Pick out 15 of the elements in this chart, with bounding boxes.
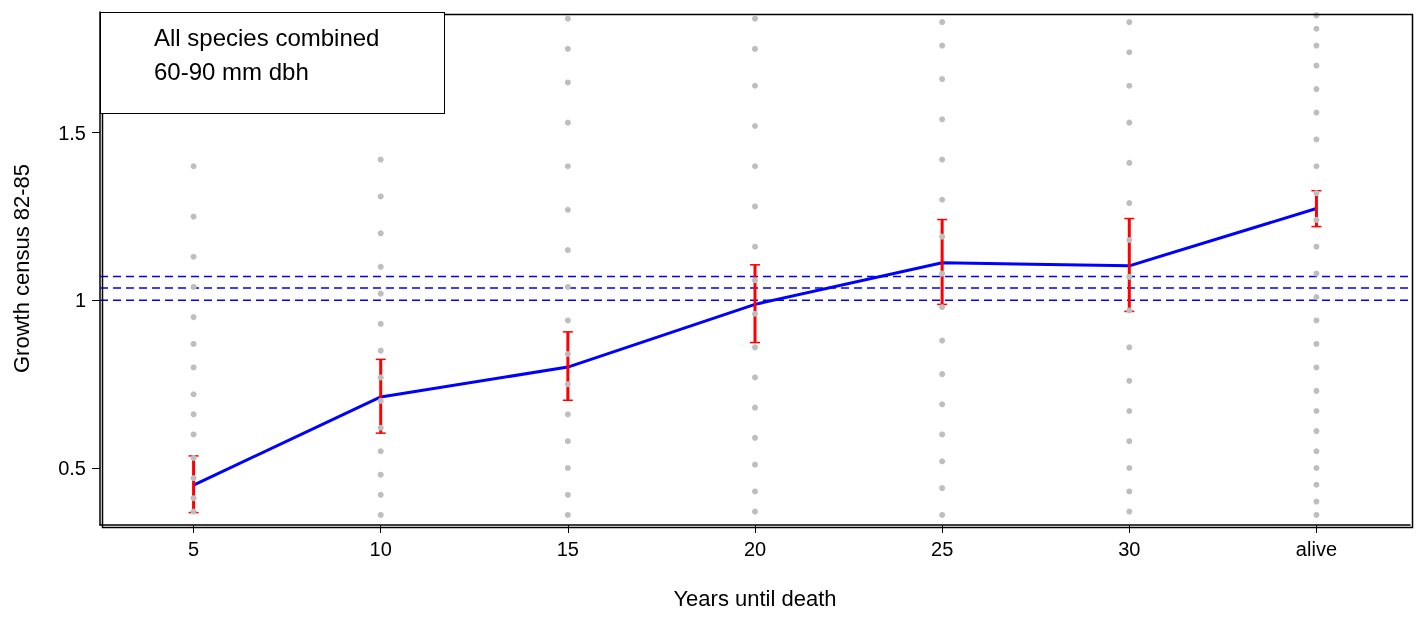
y-tick-label: 1: [74, 289, 86, 312]
annotation: 60-90 mm dbh: [154, 57, 310, 87]
x-tick-label: 25: [931, 538, 954, 560]
x-tick-label: 5: [188, 538, 200, 560]
x-axis-title: Years until death: [673, 585, 837, 611]
y-tick-label: 1.5: [58, 121, 86, 144]
note-box: All species combined 60-90 mm dbh: [100, 12, 445, 114]
y-axis-title: Growth census 82-85: [8, 163, 34, 374]
x-tick-label: 15: [556, 538, 579, 560]
y-tick-label: 0.5: [58, 457, 86, 479]
x-tick-label: 20: [743, 538, 767, 560]
annotation: All species combined: [154, 23, 381, 53]
x-tick-label: 30: [1118, 538, 1141, 560]
x-tick-label: 10: [369, 538, 392, 560]
x-tick-label: alive: [1295, 538, 1337, 560]
